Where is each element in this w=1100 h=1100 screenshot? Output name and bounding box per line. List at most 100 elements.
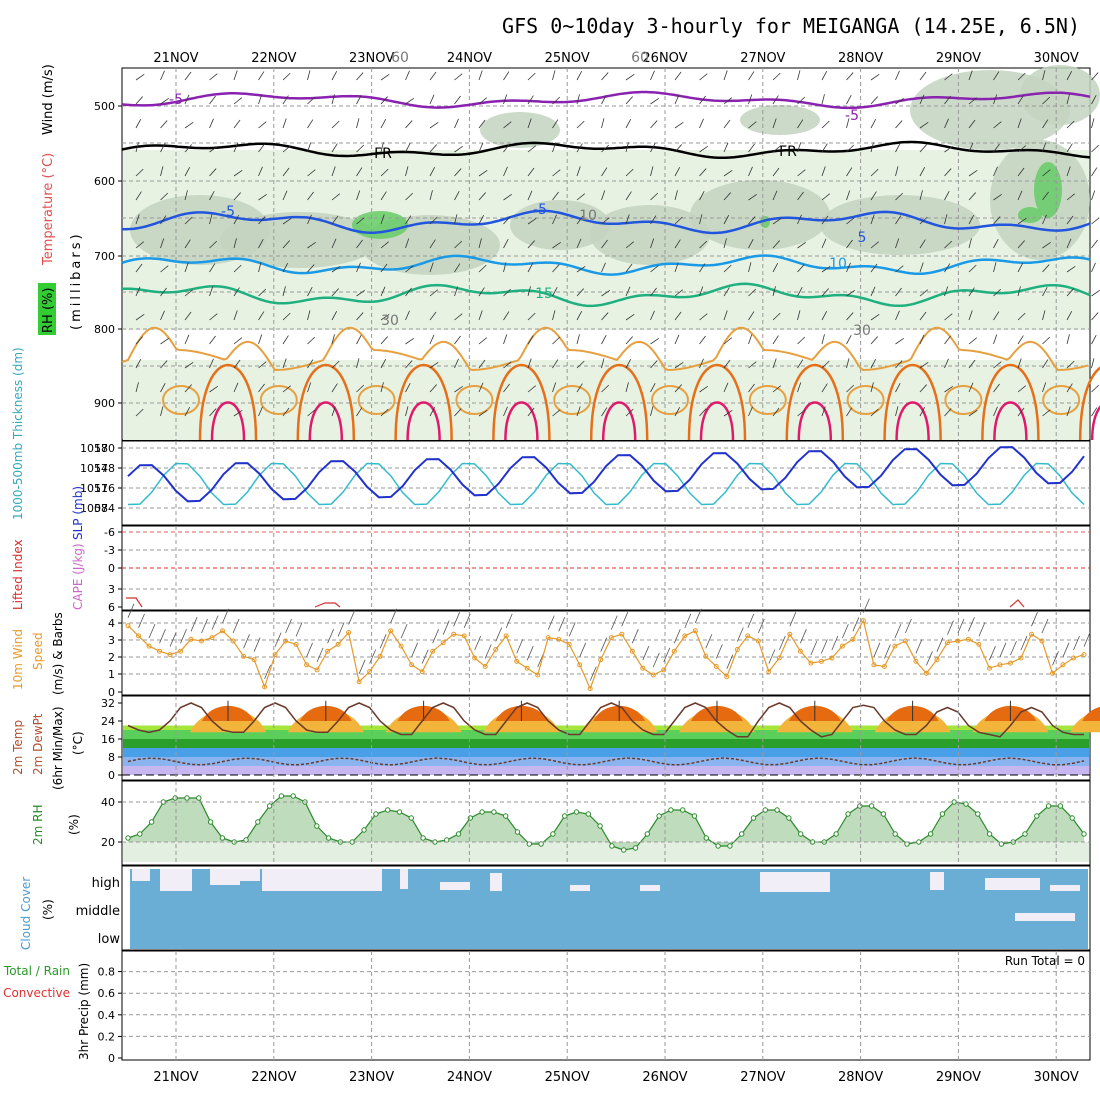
- barb: [772, 358, 777, 369]
- barb: [282, 312, 291, 321]
- barb: [821, 310, 828, 321]
- barb: [650, 287, 657, 297]
- wind-point-89: [1060, 662, 1066, 668]
- ytick-4: 0: [108, 769, 115, 782]
- precip-conv-label: Convective: [3, 986, 70, 1000]
- top-date-2: 23NOV: [349, 51, 394, 66]
- barb: [821, 143, 828, 153]
- barb: [821, 406, 826, 417]
- barb: [478, 410, 488, 417]
- slp-tick-3: 1008: [80, 502, 108, 515]
- warm-loop-4: [589, 363, 649, 441]
- barb: [478, 142, 484, 153]
- warm-loop-7: [883, 363, 942, 441]
- barb: [356, 94, 362, 105]
- wind-barb-90: [1073, 635, 1080, 651]
- barb: [527, 358, 532, 369]
- barb: [846, 167, 853, 177]
- wind-point-58: [734, 647, 740, 652]
- panel-10m-wind: 4 3 2 1 0: [108, 598, 1091, 699]
- contour-label-12: 60: [391, 50, 409, 66]
- barb: [527, 240, 535, 249]
- barb: [576, 288, 584, 297]
- barb: [552, 96, 561, 105]
- barb: [331, 288, 339, 297]
- cloud-gap-3: [240, 869, 260, 881]
- barb: [233, 97, 243, 105]
- ytick-0: 4: [108, 617, 115, 630]
- barb: [307, 96, 316, 105]
- wind-barb-12: [253, 637, 261, 652]
- barb: [1091, 217, 1100, 225]
- wind-point-15: [283, 638, 289, 644]
- wind-speed-line: [127, 618, 1085, 691]
- barb: [356, 384, 365, 393]
- barb: [821, 94, 825, 105]
- barb: [356, 407, 363, 417]
- barb: [993, 288, 1002, 297]
- barb: [797, 191, 804, 201]
- barb: [1042, 336, 1051, 345]
- rh-point-4: [172, 795, 178, 801]
- barb: [356, 239, 363, 249]
- barb: [772, 145, 782, 153]
- barb: [405, 215, 412, 225]
- wind-barb-38: [526, 646, 534, 661]
- barb: [454, 118, 459, 129]
- wind-point-67: [829, 655, 835, 661]
- barb: [356, 358, 360, 369]
- barb: [1042, 286, 1048, 297]
- barb: [625, 118, 632, 129]
- rh-point-28: [455, 831, 462, 837]
- barb: [650, 238, 655, 249]
- barb: [919, 289, 929, 297]
- wind-barb-56: [715, 644, 723, 659]
- rh-point-61: [845, 811, 851, 817]
- barb: [429, 334, 435, 345]
- barb: [429, 406, 436, 417]
- wind-barb-83: [999, 642, 1007, 657]
- wind-barb-72: [884, 644, 891, 659]
- wind-barb-19: [327, 629, 334, 644]
- cool-loop-2: [357, 385, 396, 415]
- barb: [135, 96, 143, 105]
- barb: [650, 70, 655, 81]
- wind-barb-41: [558, 617, 566, 632]
- barb: [870, 408, 879, 417]
- barb: [209, 335, 216, 345]
- rh-point-12: [266, 803, 273, 809]
- rh-point-41: [609, 843, 615, 849]
- wind-point-23: [367, 669, 373, 675]
- barb: [356, 167, 363, 177]
- barb: [552, 286, 558, 297]
- barb: [993, 216, 1001, 225]
- wind-barb-88: [1052, 651, 1059, 666]
- barb: [674, 289, 684, 297]
- wind-point-68: [839, 643, 845, 649]
- cool-loop-7: [846, 385, 885, 415]
- cool-loop-8: [944, 385, 983, 415]
- barb: [576, 120, 585, 129]
- rh-point-32: [503, 813, 509, 819]
- barb: [429, 311, 437, 321]
- barb: [454, 73, 463, 81]
- barb: [1017, 286, 1021, 297]
- wind-barb-69: [852, 617, 860, 632]
- barb: [821, 120, 830, 129]
- cloud-gap-10: [760, 872, 830, 892]
- wind-point-25: [388, 628, 394, 634]
- left-axis-labels: RH (%) Temperature (°C) Wind (m/s) (mill…: [3, 64, 91, 1060]
- barb: [1066, 288, 1074, 297]
- rh-blob-9: [1020, 65, 1100, 125]
- barb: [160, 120, 168, 129]
- barb: [184, 362, 194, 369]
- barb: [625, 314, 635, 321]
- wind-barb-9: [222, 608, 229, 623]
- wind-point-55: [703, 653, 709, 659]
- barb: [429, 94, 435, 105]
- barb: [184, 334, 190, 345]
- barb: [478, 382, 484, 393]
- barb: [233, 264, 242, 273]
- barb: [503, 383, 510, 393]
- barb: [870, 358, 877, 369]
